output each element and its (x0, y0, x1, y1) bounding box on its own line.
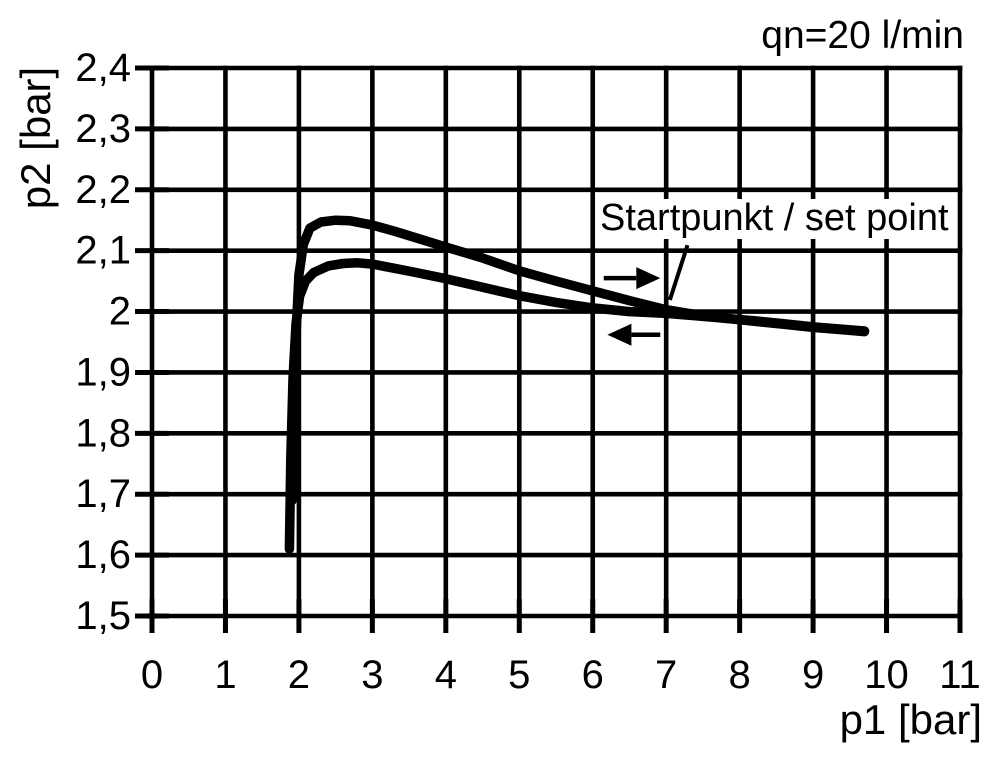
y-tick-label: 2,4 (75, 46, 131, 90)
y-tick-label: 1,7 (75, 472, 131, 516)
y-tick-label: 1,6 (75, 533, 131, 577)
y-axis-title: p2 [bar] (11, 66, 59, 210)
y-tick-label: 1,9 (75, 350, 131, 394)
flow-rate-caption: qn=20 l/min (761, 14, 964, 57)
y-tick-label: 2,3 (75, 107, 131, 151)
x-tick-label: 4 (435, 653, 457, 697)
y-tick-label: 1,8 (75, 411, 131, 455)
direction-arrow-right-head (636, 267, 661, 290)
set-point-pointer-line (667, 244, 690, 301)
y-tick-label: 2 (109, 290, 131, 334)
x-tick-label: 0 (141, 653, 163, 697)
x-tick-label: 3 (361, 653, 383, 697)
x-axis-title: p1 [bar] (839, 696, 982, 743)
x-tick-label: 7 (655, 653, 677, 697)
x-tick-label: 9 (802, 653, 824, 697)
x-tick-label: 1 (214, 653, 236, 697)
x-tick-label: 2 (288, 653, 310, 697)
x-tick-label: 5 (508, 653, 530, 697)
x-tick-label: 10 (864, 653, 909, 697)
x-tick-label: 11 (939, 653, 981, 697)
set-point-label: Startpunkt / set point (597, 198, 952, 239)
y-tick-label: 2,2 (75, 168, 131, 212)
x-tick-label: 6 (582, 653, 604, 697)
y-tick-label: 1,5 (75, 594, 131, 638)
direction-arrow-left-head (607, 323, 632, 346)
curve-lower-branch (284, 258, 870, 554)
y-tick-label: 2,1 (75, 229, 131, 273)
x-tick-label: 8 (729, 653, 751, 697)
